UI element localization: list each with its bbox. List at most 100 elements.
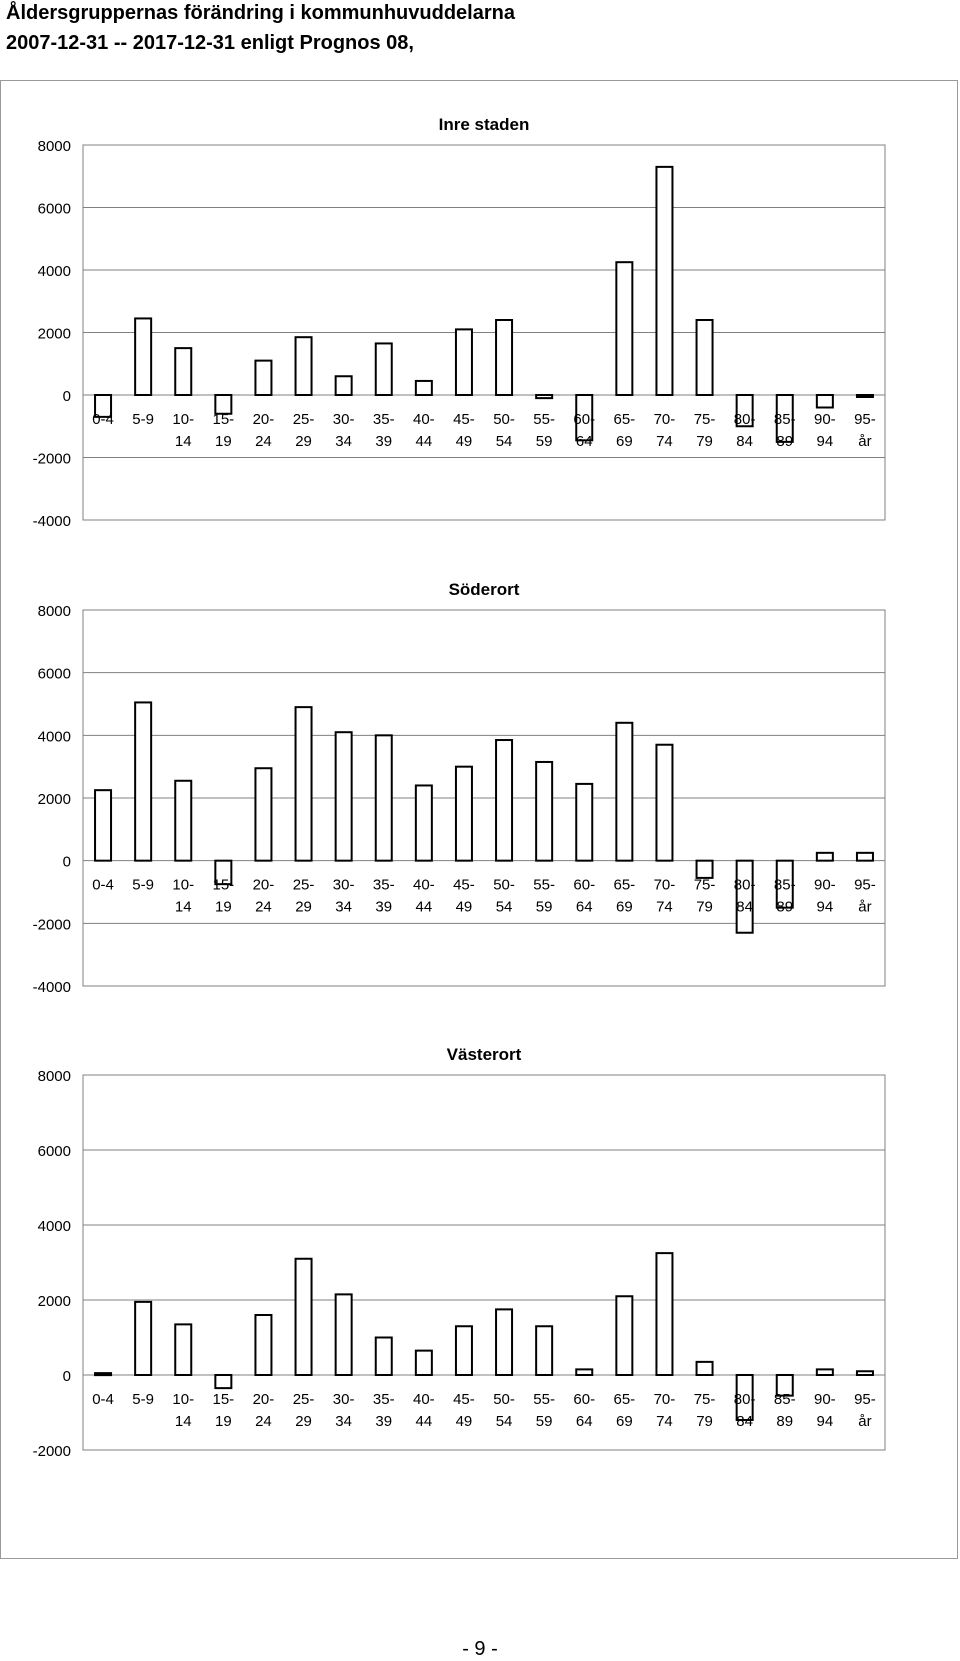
x-tick-label: 65- [614, 877, 636, 894]
x-tick-label: år [858, 1413, 871, 1430]
bar [414, 379, 433, 396]
bar [535, 760, 554, 862]
x-tick-label: 90- [814, 411, 836, 428]
document-title-line-2: 2007-12-31 -- 2017-12-31 enligt Prognos … [6, 32, 414, 54]
x-tick-label: 49 [456, 899, 473, 916]
y-tick-label: 6000 [38, 666, 71, 683]
x-tick-label: 89 [776, 899, 793, 916]
y-tick-label: -2000 [33, 916, 71, 933]
x-tick-label: 80- [734, 411, 756, 428]
x-tick-label: 69 [616, 433, 633, 450]
x-tick-label: 19 [215, 899, 232, 916]
bar [174, 347, 193, 396]
x-tick-label: 55- [533, 877, 555, 894]
x-tick-label: 59 [536, 433, 553, 450]
x-tick-label: 14 [175, 433, 192, 450]
bar [815, 851, 834, 862]
y-tick-label: 6000 [38, 1143, 71, 1160]
x-tick-label: 74 [656, 433, 673, 450]
x-tick-label: 5-9 [132, 877, 154, 894]
x-tick-label: 59 [536, 899, 553, 916]
x-tick-label: 10- [172, 411, 194, 428]
bar [815, 1368, 834, 1376]
x-tick-label: 45- [453, 1391, 475, 1408]
x-tick-label: 50- [493, 411, 515, 428]
y-tick-label: 4000 [38, 1218, 71, 1235]
x-tick-label: 65- [614, 411, 636, 428]
y-tick-label: 4000 [38, 263, 71, 280]
x-tick-label: 30- [333, 411, 355, 428]
x-tick-label: 70- [654, 1391, 676, 1408]
x-tick-label: 10- [172, 877, 194, 894]
bar [615, 1295, 634, 1376]
chart-inre-staden: Inre staden 8000 6000 4000 2000 0 -2000 -4000 0-… [33, 115, 886, 530]
x-tick-label: 24 [255, 1413, 272, 1430]
x-tick-label: 30- [333, 1391, 355, 1408]
bar [655, 1252, 674, 1376]
y-tick-label: 0 [63, 388, 71, 405]
x-tick-label: 85- [774, 1391, 796, 1408]
bar [334, 1293, 353, 1376]
y-tick-label: 8000 [38, 1068, 71, 1085]
x-tick-label: 10- [172, 1391, 194, 1408]
x-tick-label: 20- [253, 1391, 275, 1408]
bar [454, 1325, 473, 1376]
bar [735, 1374, 754, 1421]
bar [735, 859, 754, 934]
x-tick-label: 50- [493, 1391, 515, 1408]
x-tick-label: 19 [215, 1413, 232, 1430]
x-tick-label: 44 [416, 899, 433, 916]
x-tick-label: 35- [373, 411, 395, 428]
bar [254, 359, 273, 396]
x-tick-label: 15- [213, 877, 235, 894]
y-tick-label: 0 [63, 1368, 71, 1385]
bar [695, 319, 714, 396]
chart-vasterort: Västerort 8000 6000 4000 2000 0 -2000 0-4 5-9 10-… [33, 1045, 886, 1460]
x-tick-label: 25- [293, 411, 315, 428]
x-tick-label: 44 [416, 1413, 433, 1430]
bar [254, 767, 273, 862]
chart-title: Inre staden [439, 115, 530, 134]
bar [815, 394, 834, 409]
x-tick-label: 65- [614, 1391, 636, 1408]
x-tick-label: 64 [576, 899, 593, 916]
x-tick-label: 79 [696, 1413, 713, 1430]
x-tick-label: 64 [576, 433, 593, 450]
x-tick-label: 40- [413, 1391, 435, 1408]
plot-area [82, 1074, 886, 1451]
x-tick-label: 34 [335, 899, 352, 916]
bar [495, 739, 514, 862]
x-tick-label: 20- [253, 411, 275, 428]
x-tick-label: 60- [573, 1391, 595, 1408]
x-tick-label: 35- [373, 877, 395, 894]
x-tick-label: 90- [814, 877, 836, 894]
x-tick-label: 69 [616, 1413, 633, 1430]
bar [735, 394, 754, 428]
bar [855, 394, 874, 398]
bar [134, 317, 153, 396]
x-tick-label: 25- [293, 1391, 315, 1408]
x-tick-label: 79 [696, 433, 713, 450]
x-tick-label: 84 [736, 433, 753, 450]
x-tick-label: 34 [335, 433, 352, 450]
bar [94, 1372, 113, 1377]
bar [535, 394, 554, 400]
bar [655, 743, 674, 862]
x-tick-label: 30- [333, 877, 355, 894]
x-tick-label: 90- [814, 1391, 836, 1408]
x-tick-label: år [858, 433, 871, 450]
y-tick-label: 0 [63, 854, 71, 871]
x-tick-label: 39 [375, 1413, 392, 1430]
bar [374, 342, 393, 396]
y-tick-label: -4000 [33, 513, 71, 530]
bar [174, 779, 193, 862]
plot-area [82, 144, 886, 521]
x-tick-label: 75- [694, 411, 716, 428]
x-tick-label: 20- [253, 877, 275, 894]
x-tick-label: 14 [175, 1413, 192, 1430]
bar [334, 731, 353, 862]
x-tick-label: 50- [493, 877, 515, 894]
bar [294, 1257, 313, 1376]
bar [94, 789, 113, 862]
x-tick-label: 40- [413, 877, 435, 894]
